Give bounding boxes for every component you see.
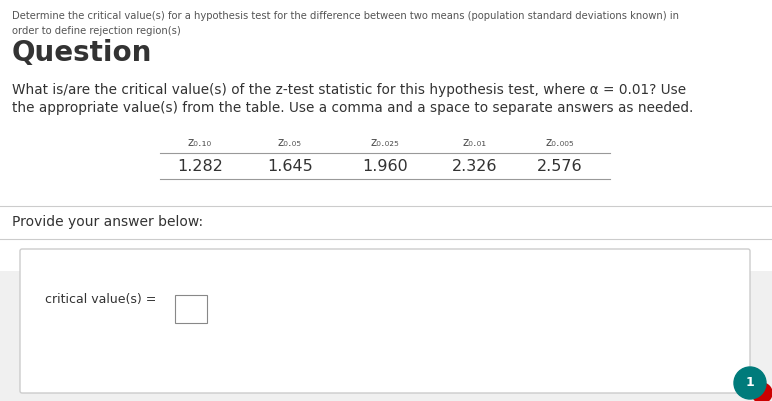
Text: the appropriate value(s) from the table. Use a comma and a space to separate ans: the appropriate value(s) from the table.…: [12, 101, 693, 115]
Text: Question: Question: [12, 39, 152, 67]
Text: z₀.₁₀: z₀.₁₀: [188, 136, 212, 149]
Text: 2.326: 2.326: [452, 159, 498, 174]
Text: Determine the critical value(s) for a hypothesis test for the difference between: Determine the critical value(s) for a hy…: [12, 11, 679, 21]
Text: z₀.₀₁: z₀.₀₁: [463, 136, 487, 149]
FancyBboxPatch shape: [175, 295, 207, 323]
Circle shape: [734, 367, 766, 399]
Circle shape: [752, 383, 772, 401]
Text: z₀.₀₀₅: z₀.₀₀₅: [546, 136, 574, 149]
FancyBboxPatch shape: [0, 271, 772, 401]
FancyBboxPatch shape: [0, 0, 772, 271]
Text: order to define rejection region(s): order to define rejection region(s): [12, 26, 181, 36]
Text: z₀.₀₂₅: z₀.₀₂₅: [371, 136, 399, 149]
Text: 1.645: 1.645: [267, 159, 313, 174]
Text: z₀.₀₅: z₀.₀₅: [278, 136, 302, 149]
Text: 2.576: 2.576: [537, 159, 583, 174]
Text: 1.282: 1.282: [177, 159, 223, 174]
Text: 1: 1: [746, 377, 754, 389]
Text: critical value(s) =: critical value(s) =: [45, 293, 157, 306]
FancyBboxPatch shape: [20, 249, 750, 393]
Text: Provide your answer below:: Provide your answer below:: [12, 215, 203, 229]
Text: What is/are the critical value(s) of the z-test statistic for this hypothesis te: What is/are the critical value(s) of the…: [12, 83, 686, 97]
Text: 1.960: 1.960: [362, 159, 408, 174]
